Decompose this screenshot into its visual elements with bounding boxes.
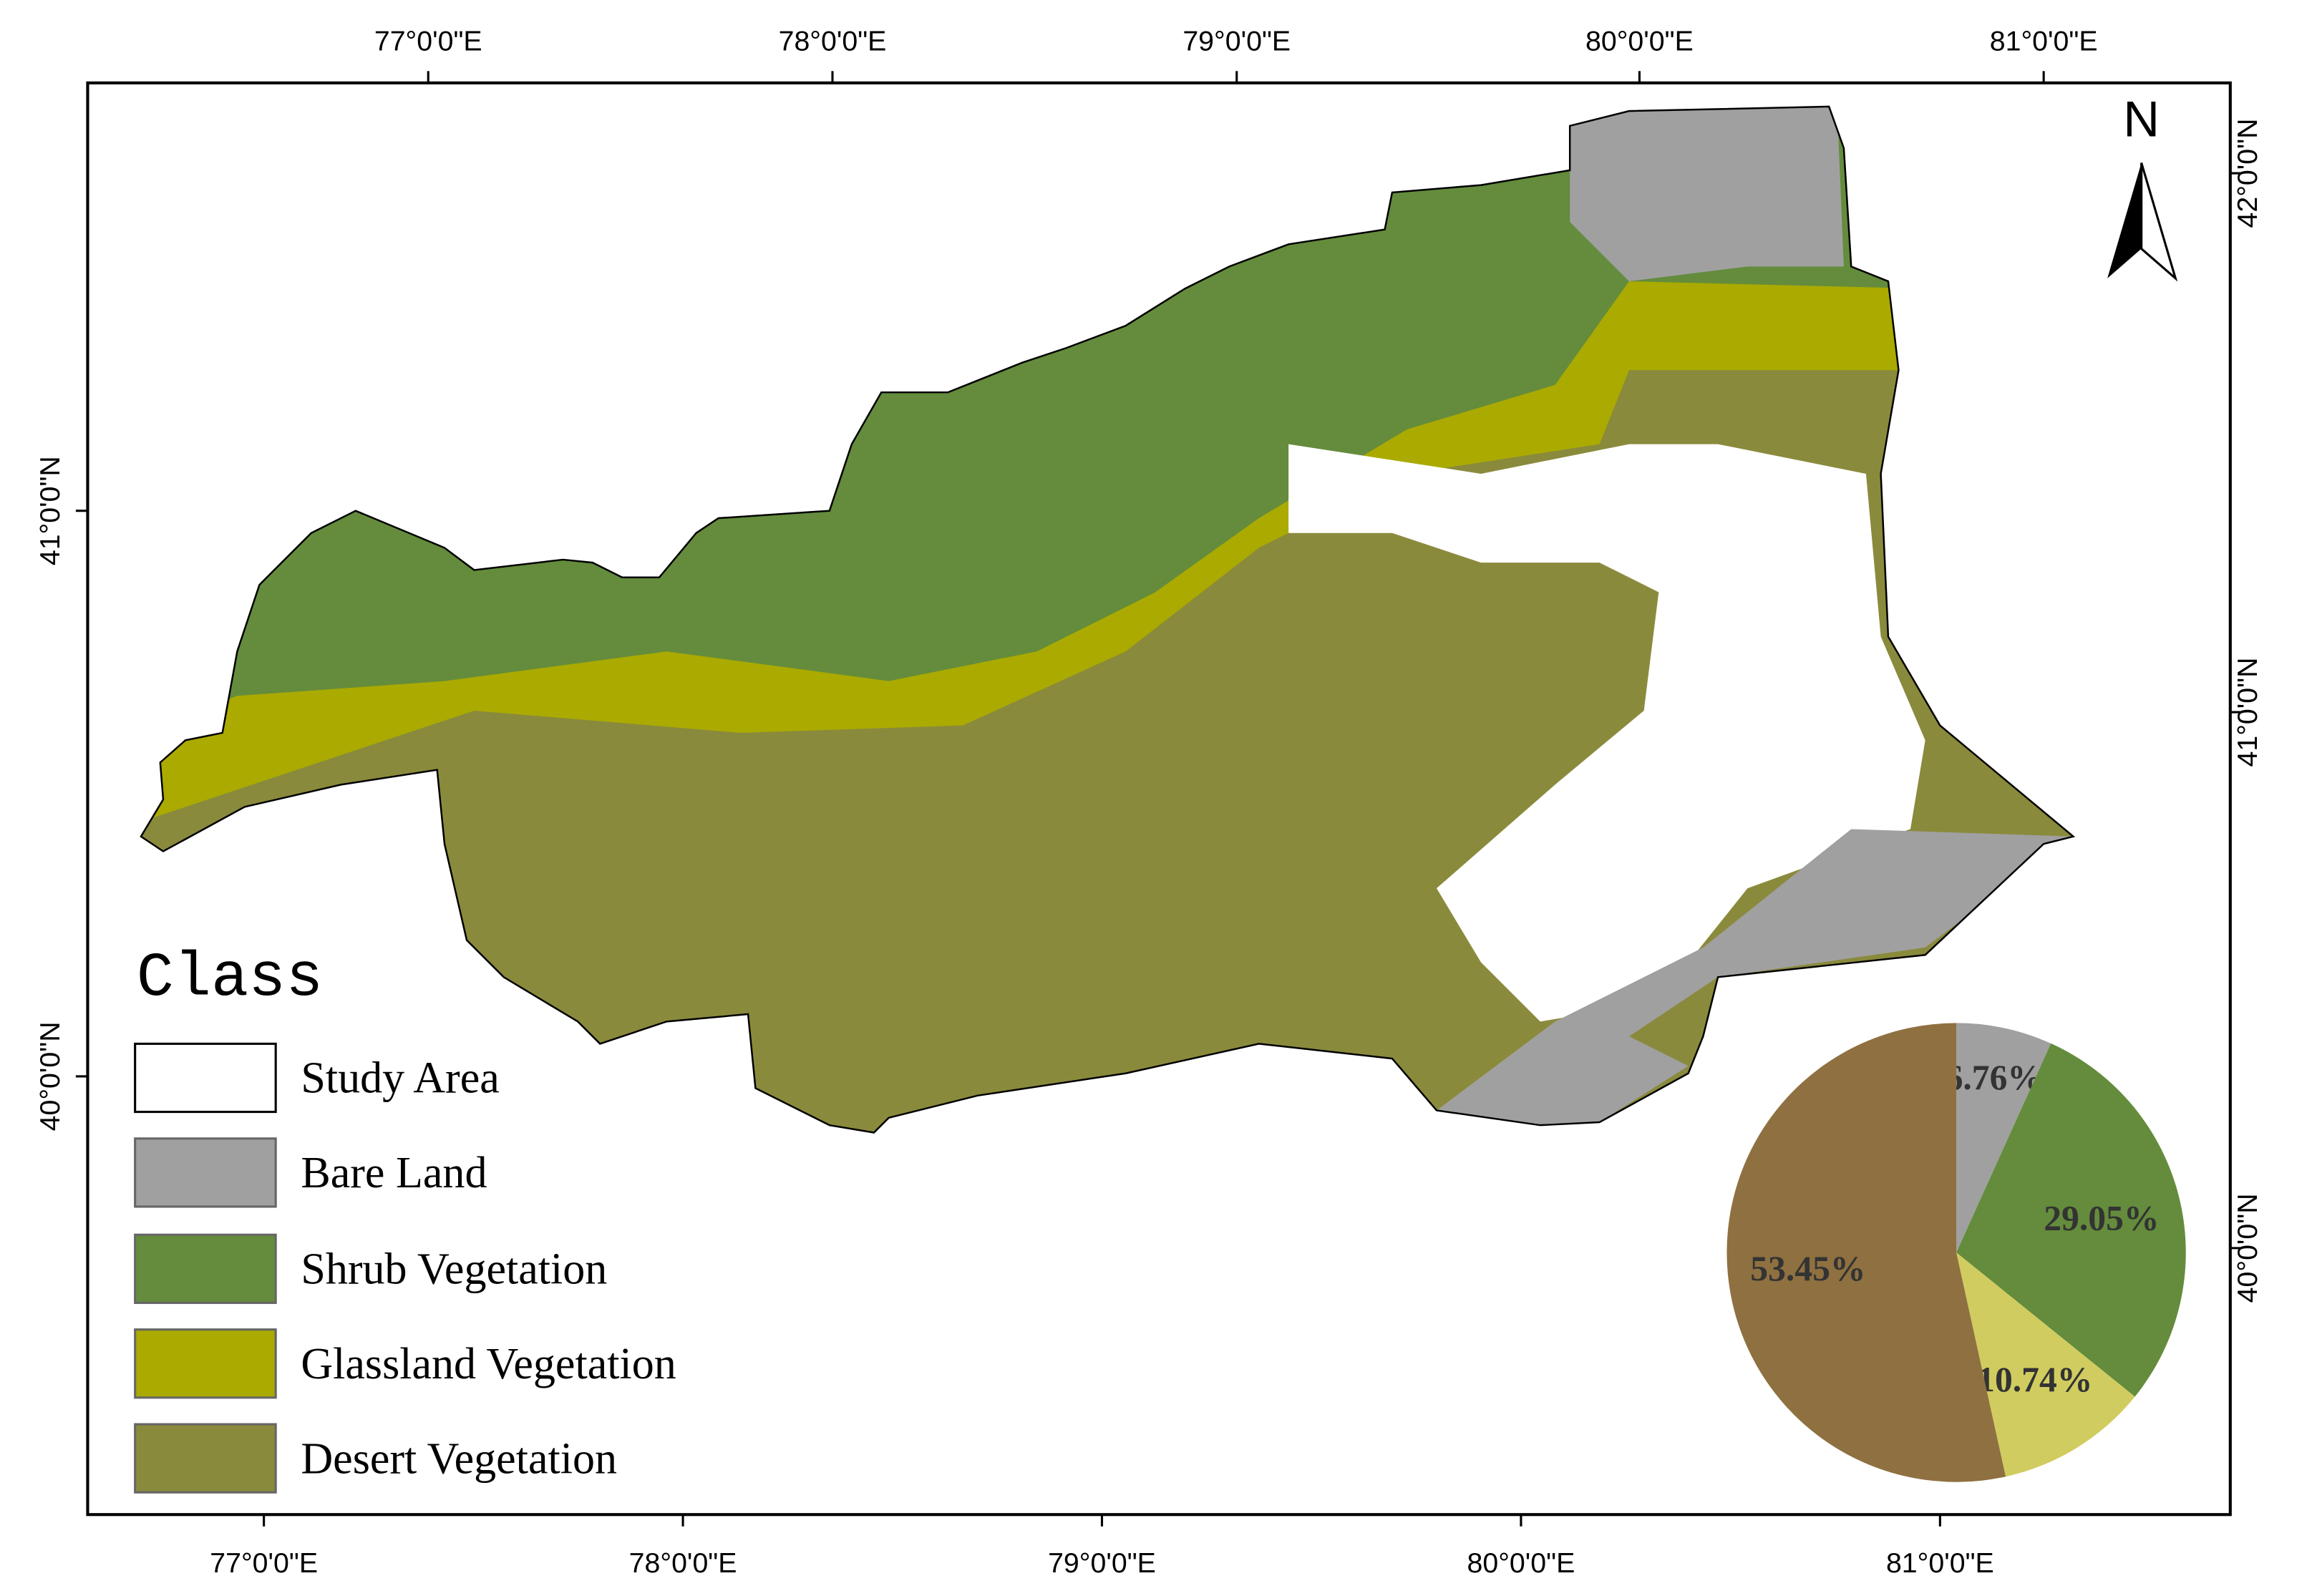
left-axis-label: 41°0'0"N xyxy=(34,456,66,565)
legend-label: Desert Vegetation xyxy=(301,1434,617,1483)
top-axis-label: 78°0'0"E xyxy=(779,25,887,57)
legend-swatch xyxy=(134,1042,277,1114)
legend-swatch xyxy=(134,1137,277,1208)
legend-swatch xyxy=(134,1233,277,1304)
top-axis-label: 81°0'0"E xyxy=(1990,25,2098,57)
pie-label: 10.74% xyxy=(1977,1360,2092,1399)
pie-label: 6.76% xyxy=(1946,1058,2043,1097)
right-axis-label: 41°0'0"N xyxy=(2232,658,2263,767)
right-axis-label: 40°0'0"N xyxy=(2232,1193,2263,1303)
pie-slice xyxy=(1726,1023,2006,1482)
bottom-axis-label: 81°0'0"E xyxy=(1886,1547,1994,1579)
legend-label: Bare Land xyxy=(301,1149,487,1197)
pie-label: 29.05% xyxy=(2044,1198,2159,1237)
top-axis-label: 77°0'0"E xyxy=(374,25,482,57)
map-frame xyxy=(86,81,2232,1517)
north-label: N xyxy=(2123,90,2160,147)
pie-slice xyxy=(1956,1023,2051,1253)
legend-title: Class xyxy=(137,944,324,1014)
legend-swatch xyxy=(134,1423,277,1494)
top-axis-label: 80°0'0"E xyxy=(1585,25,1694,57)
left-axis-label: 40°0'0"N xyxy=(34,1021,66,1131)
legend-swatch xyxy=(134,1328,277,1399)
bare-land-area xyxy=(1570,106,1844,282)
legend-label: Study Area xyxy=(301,1054,499,1103)
top-axis-label: 79°0'0"E xyxy=(1182,25,1291,57)
bottom-axis-label: 78°0'0"E xyxy=(629,1547,737,1579)
legend-label: Glassland Vegetation xyxy=(301,1340,676,1388)
legend-label: Shrub Vegetation xyxy=(301,1245,607,1294)
bottom-axis-label: 77°0'0"E xyxy=(210,1547,318,1579)
study-area-patch xyxy=(1288,444,1925,1022)
bottom-axis-label: 80°0'0"E xyxy=(1467,1547,1575,1579)
bare-land-area xyxy=(1437,829,2074,1126)
pie-slice xyxy=(1956,1252,2135,1477)
north-arrow-right xyxy=(2140,162,2178,282)
right-axis-label: 42°0'0"N xyxy=(2232,119,2263,228)
pie-slice xyxy=(1956,1043,2186,1397)
bottom-axis-label: 79°0'0"E xyxy=(1048,1547,1156,1579)
pie-label: 53.45% xyxy=(1750,1249,1865,1288)
